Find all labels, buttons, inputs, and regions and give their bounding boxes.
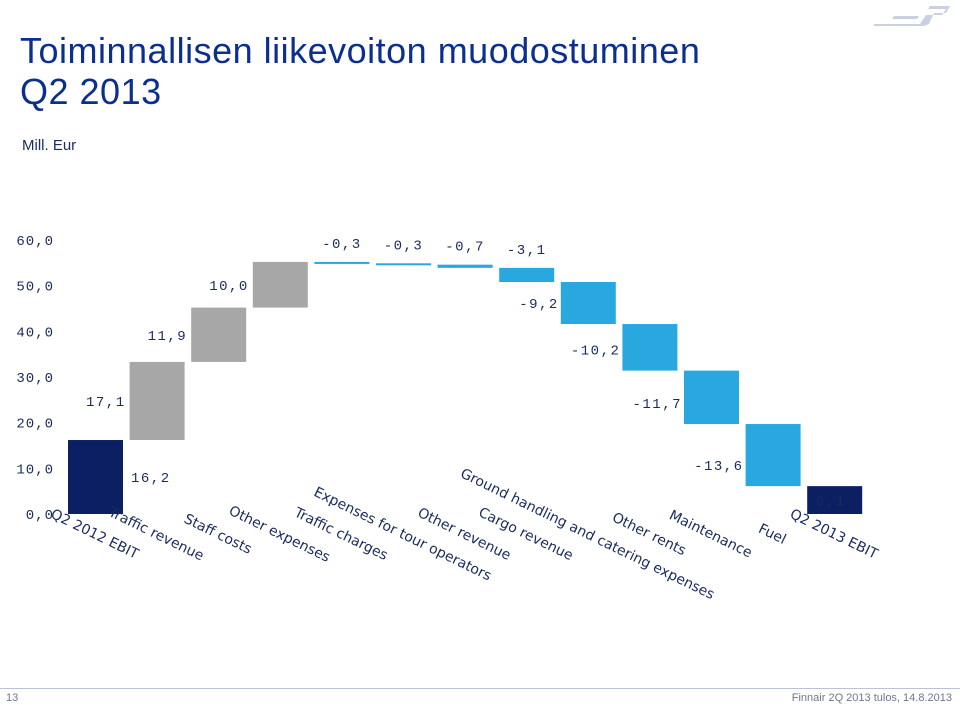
data-label: 6,1 xyxy=(816,494,846,510)
data-label: -0,3 xyxy=(384,238,424,254)
category-label: Other expenses xyxy=(226,503,332,566)
data-label: 10,0 xyxy=(209,279,249,295)
bar xyxy=(560,282,616,325)
bar xyxy=(684,370,739,425)
y-tick-label: 40,0 xyxy=(16,325,54,341)
data-label: -0,3 xyxy=(322,237,362,253)
footer-text: Finnair 2Q 2013 tulos, 14.8.2013 xyxy=(791,692,952,704)
data-label: -10,2 xyxy=(571,344,621,360)
bar xyxy=(745,424,801,487)
bar xyxy=(68,440,123,514)
unit-label: Mill. Eur xyxy=(22,137,77,154)
data-label: -11,7 xyxy=(632,397,682,413)
data-label: 11,9 xyxy=(148,329,188,345)
bar xyxy=(437,264,493,268)
category-label: Fuel xyxy=(756,521,789,548)
bar xyxy=(129,361,185,441)
data-label: -0,7 xyxy=(445,240,485,256)
y-tick-label: 0,0 xyxy=(26,508,54,524)
y-tick-label: 20,0 xyxy=(16,417,54,433)
data-label: 17,1 xyxy=(86,395,126,411)
y-tick-label: 10,0 xyxy=(16,462,54,478)
data-label: 16,2 xyxy=(131,471,171,487)
y-tick-label: 60,0 xyxy=(16,234,54,250)
bar xyxy=(252,261,308,308)
title-line-2: Q2 2013 xyxy=(20,71,162,112)
footer-divider xyxy=(0,688,960,689)
page-number: 13 xyxy=(6,692,19,704)
bar xyxy=(376,263,431,266)
y-tick-label: 50,0 xyxy=(16,280,54,296)
category-label: Q2 2013 EBIT xyxy=(787,506,880,562)
bar xyxy=(314,261,370,264)
finnair-logo-icon xyxy=(874,6,950,26)
data-label: -9,2 xyxy=(519,297,559,313)
title-line-1: Toiminnallisen liikevoiton muodostuminen xyxy=(20,30,701,71)
y-tick-label: 30,0 xyxy=(16,371,54,387)
data-label: -3,1 xyxy=(507,243,547,259)
bar xyxy=(622,324,678,371)
bar xyxy=(191,307,247,362)
category-label: Ground handling and catering expenses xyxy=(458,466,717,603)
waterfall-chart: 0,010,020,030,040,050,060,016,2Q2 2012 E… xyxy=(16,234,880,603)
data-label: -13,6 xyxy=(694,459,744,475)
page-title: Toiminnallisen liikevoiton muodostuminen… xyxy=(20,30,820,112)
bar xyxy=(807,486,863,514)
bar xyxy=(499,267,555,283)
